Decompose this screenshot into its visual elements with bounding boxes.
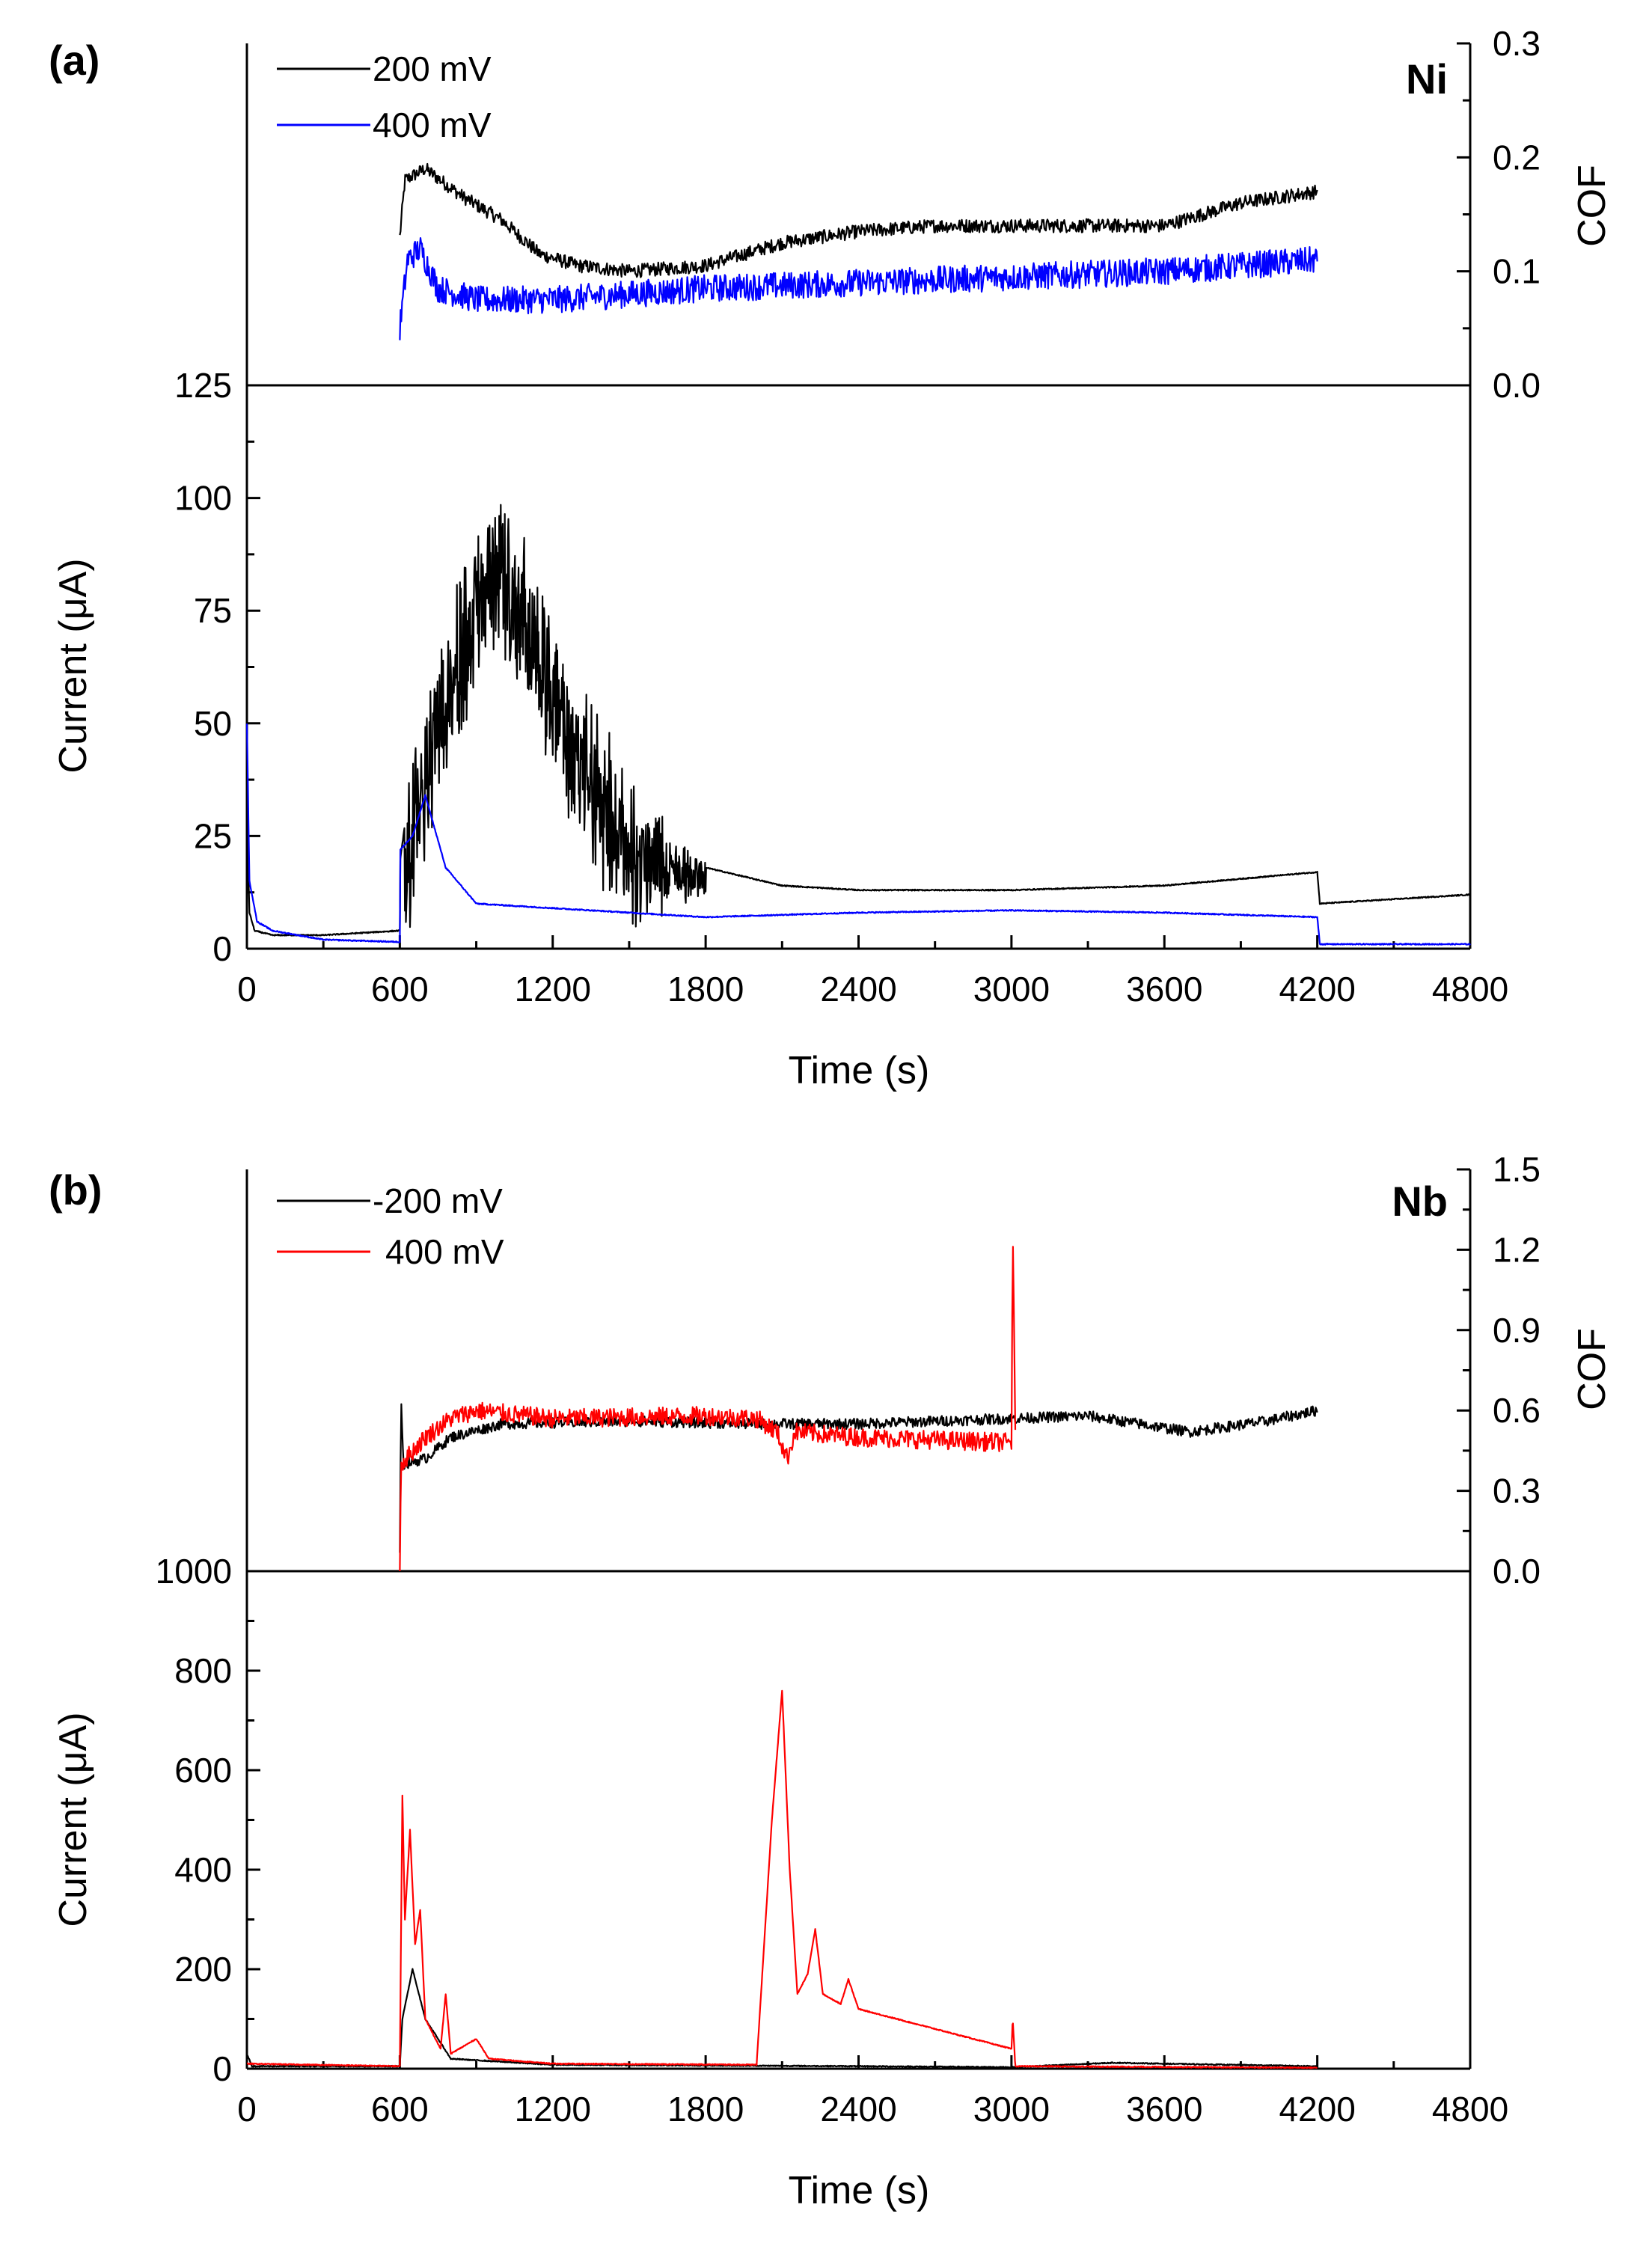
cof-tick-label: 0.0 [1493,366,1541,405]
panel-a-current-series [245,504,1471,946]
x-tick-label: 2400 [820,2090,896,2129]
cof-tick-label: 0.3 [1493,24,1541,63]
cof-series--200mv [399,1403,1318,1553]
panel-a-cof-ticks: 0.0 0.1 0.2 0.3 [1457,24,1541,405]
current-series-400mv [245,723,1471,946]
panel-b-current-ticks: 0 200 400 600 800 1000 [156,1552,260,2088]
current-tick-label: 200 [174,1950,232,1989]
legend-a-200mv-label: 200 mV [373,49,492,88]
cof-tick-label: 0.2 [1493,138,1541,177]
panel-a-x-ticks: 0 600 1200 1800 2400 3000 3600 4200 4800 [237,935,1508,1009]
panel-b-current-series [245,1689,1318,2069]
current-tick-label: 25 [194,816,232,855]
cof-series-400mv [399,1246,1017,1572]
x-tick-label: 4800 [1432,2090,1508,2129]
cof-tick-label: 1.2 [1493,1230,1541,1269]
x-tick-label: 1800 [667,970,744,1009]
cof-tick-label: 1.5 [1493,1150,1541,1189]
panel-a-cof-series [399,162,1318,340]
current-series--200mv [245,1968,1318,2069]
x-tick-label: 600 [371,2090,429,2129]
panel-a-current-title: Current (μA) [52,558,95,773]
x-tick-label: 4200 [1279,970,1355,1009]
current-tick-label: 0 [212,929,232,968]
panel-a: (a) 0 600 1200 1800 2400 3000 3600 4200 4800 0.0… [49,24,1614,1092]
current-tick-label: 800 [174,1651,232,1690]
panel-a-cof-title: COF [1570,165,1614,247]
current-tick-label: 0 [212,2049,232,2088]
legend-b-neg200mv-label: -200 mV [373,1181,503,1220]
panel-b-cof-title: COF [1570,1328,1614,1410]
panel-b-current-title: Current (μA) [52,1712,95,1927]
legend-b-400mv-label: 400 mV [385,1232,504,1271]
x-tick-label: 3000 [973,2090,1050,2129]
cof-tick-label: 0.6 [1493,1391,1541,1430]
panel-b-cof-ticks: 0.0 0.3 0.6 0.9 1.2 1.5 [1457,1150,1541,1591]
panel-b-label: (b) [49,1166,103,1214]
current-tick-label: 50 [194,704,232,743]
panel-b-cof-series [399,1246,1318,1572]
current-tick-label: 1000 [156,1552,232,1591]
panel-b-x-title: Time (s) [789,2169,930,2212]
panel-a-current-ticks: 0 25 50 75 100 125 [174,366,260,968]
current-tick-label: 100 [174,479,232,518]
x-tick-label: 4800 [1432,970,1508,1009]
x-tick-label: 3600 [1126,970,1202,1009]
x-tick-label: 3000 [973,970,1050,1009]
x-tick-label: 4200 [1279,2090,1355,2129]
current-series-200mv [245,504,1471,937]
panel-a-material: Ni [1406,55,1448,102]
current-tick-label: 125 [174,366,232,405]
panel-a-label: (a) [49,37,100,84]
x-tick-label: 600 [371,970,429,1009]
x-tick-label: 0 [237,970,257,1009]
x-tick-label: 2400 [820,970,896,1009]
cof-tick-label: 0.0 [1493,1552,1541,1591]
legend-a-400mv-label: 400 mV [373,105,492,144]
panel-b-x-ticks: 0 600 1200 1800 2400 3000 3600 4200 4800 [237,2055,1508,2129]
x-tick-label: 1200 [515,970,591,1009]
cof-tick-label: 0.3 [1493,1472,1541,1511]
current-tick-label: 75 [194,591,232,630]
cof-tick-label: 0.1 [1493,252,1541,291]
panel-a-x-title: Time (s) [789,1049,930,1092]
panel-b: (b) 0 600 1200 1800 2400 3000 3600 4200 4800 0.0… [49,1150,1614,2212]
x-tick-label: 3600 [1126,2090,1202,2129]
x-tick-label: 0 [237,2090,257,2129]
current-series-400mv [246,1689,1318,2069]
x-tick-label: 1200 [515,2090,591,2129]
x-tick-label: 1800 [667,2090,744,2129]
current-tick-label: 400 [174,1850,232,1889]
current-tick-label: 600 [174,1751,232,1790]
cof-series-200mv [399,162,1318,278]
cof-tick-label: 0.9 [1493,1311,1541,1350]
panel-b-material: Nb [1392,1178,1448,1225]
cof-series-400mv [399,237,1318,340]
